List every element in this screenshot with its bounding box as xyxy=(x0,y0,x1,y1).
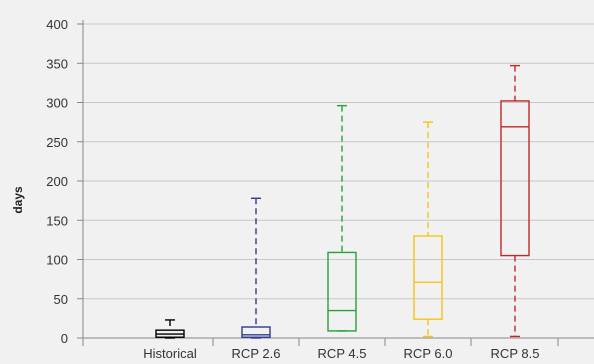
x-tick-label-0: Historical xyxy=(143,346,197,361)
box-0 xyxy=(155,319,185,339)
y-tick-label-350: 350 xyxy=(46,56,68,71)
x-tick-labels: Historical RCP 2.6 RCP 4.5 RCP 6.0 RCP 8.5 xyxy=(143,346,539,361)
box-3 xyxy=(413,121,443,338)
iqr-box-1 xyxy=(241,326,271,338)
iqr-box-4 xyxy=(500,100,530,257)
box-series xyxy=(155,64,530,339)
y-tick-label-400: 400 xyxy=(46,17,68,32)
y-tick-label-250: 250 xyxy=(46,135,68,150)
y-tick-label-200: 200 xyxy=(46,174,68,189)
y-tick-label-300: 300 xyxy=(46,96,68,111)
box-2 xyxy=(327,104,357,332)
y-tick-labels: 0 50 100 150 200 250 300 350 400 xyxy=(46,17,68,346)
y-tick-label-50: 50 xyxy=(54,292,68,307)
iqr-box-2 xyxy=(327,251,357,332)
y-tick-label-100: 100 xyxy=(46,253,68,268)
x-tick-label-3: RCP 6.0 xyxy=(404,346,453,361)
y-tick-label-150: 150 xyxy=(46,213,68,228)
box-1 xyxy=(241,197,271,339)
x-tick-label-2: RCP 4.5 xyxy=(318,346,367,361)
gridlines xyxy=(77,23,594,339)
x-tick-label-4: RCP 8.5 xyxy=(491,346,540,361)
box-4 xyxy=(500,64,530,338)
iqr-box-3 xyxy=(413,235,443,320)
y-axis-title: days xyxy=(11,186,25,214)
y-tick-label-0: 0 xyxy=(61,331,68,346)
x-tick-label-1: RCP 2.6 xyxy=(232,346,281,361)
axes xyxy=(77,20,594,346)
